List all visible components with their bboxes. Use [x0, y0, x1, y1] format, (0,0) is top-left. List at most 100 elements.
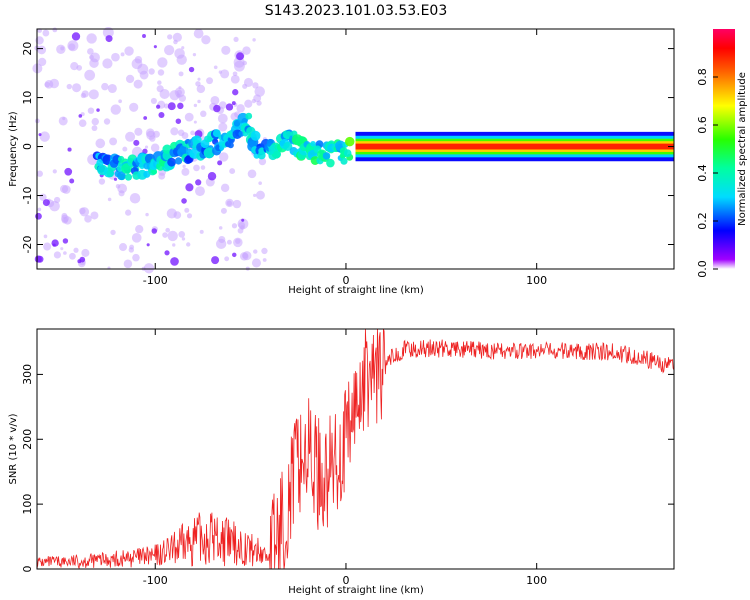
noise-blob	[232, 71, 238, 77]
noise-blob	[102, 27, 114, 38]
noise-blob	[200, 110, 207, 118]
ridge-blob	[257, 151, 266, 160]
noise-blob	[120, 52, 125, 57]
noise-blob	[188, 66, 195, 73]
ridge-blob	[273, 150, 281, 159]
noise-blob	[199, 229, 204, 234]
noise-blob	[164, 250, 170, 256]
noise-blob	[36, 255, 44, 263]
noise-blob	[36, 170, 43, 177]
ridge-blob	[96, 158, 104, 167]
noise-blob	[91, 117, 99, 126]
noise-blob	[193, 164, 200, 172]
colorbar-tick-label: 0.0	[696, 260, 709, 278]
noise-blob	[90, 211, 99, 220]
noise-blob	[206, 77, 214, 85]
noise-blob	[157, 57, 168, 68]
noise-blob	[129, 192, 141, 204]
noise-blob	[137, 63, 149, 75]
noise-blob	[181, 46, 185, 50]
x-tick-label: 100	[526, 274, 547, 287]
noise-blob	[172, 32, 182, 42]
noise-blob	[110, 104, 121, 115]
noise-blob	[118, 99, 122, 104]
ridge-blob	[326, 158, 335, 168]
y-tick-label: 300	[21, 364, 34, 385]
noise-blob	[231, 223, 238, 229]
noise-blob	[129, 102, 139, 112]
x-tick-label: -100	[143, 274, 168, 287]
noise-blob	[38, 133, 42, 137]
noise-blob	[125, 209, 132, 216]
noise-blob	[178, 86, 182, 90]
snr-panel: -100 0 100 0 100 200 300 Height of straight li…	[8, 328, 675, 596]
noise-blob	[185, 183, 194, 192]
noise-blob	[176, 93, 181, 98]
noise-blob	[221, 45, 231, 55]
noise-blob	[95, 138, 106, 149]
band-layer	[355, 143, 674, 150]
noise-blob	[242, 251, 252, 261]
noise-blob	[238, 221, 246, 229]
noise-blob	[200, 165, 206, 170]
noise-blob	[210, 95, 220, 105]
noise-blob	[145, 128, 155, 138]
spectrogram-heat	[32, 27, 674, 274]
noise-blob	[145, 212, 149, 217]
noise-blob	[56, 44, 66, 54]
noise-blob	[125, 131, 136, 142]
noise-blob	[195, 179, 202, 186]
colorbar-tick-label: 0.2	[696, 212, 709, 230]
noise-blob	[247, 169, 257, 179]
noise-blob	[60, 184, 69, 194]
noise-blob	[79, 256, 86, 263]
noise-blob	[143, 116, 148, 120]
noise-blob	[157, 80, 162, 85]
noise-blob	[43, 234, 48, 239]
noise-blob	[109, 137, 118, 146]
noise-blob	[135, 224, 144, 234]
noise-blob	[61, 212, 68, 219]
noise-blob	[73, 247, 79, 253]
noise-blob	[78, 114, 83, 118]
noise-blob	[134, 55, 143, 64]
noise-blob	[225, 198, 234, 208]
noise-blob	[134, 127, 143, 136]
ridge-blob	[124, 173, 133, 181]
noise-blob	[150, 97, 157, 104]
noise-blob	[177, 102, 184, 110]
noise-blob	[118, 190, 125, 197]
noise-blob	[69, 178, 75, 184]
noise-blob	[218, 70, 223, 74]
ridge-blob	[227, 142, 234, 149]
noise-blob	[252, 82, 259, 89]
ridge-blob	[340, 157, 348, 165]
colorbar-ticks: 0.0 0.2 0.4 0.6 0.8	[696, 68, 718, 278]
noise-blob	[182, 164, 186, 169]
noise-blob	[226, 239, 232, 245]
noise-blob	[196, 84, 206, 94]
colorbar-tick-label: 0.4	[696, 164, 709, 182]
noise-blob	[156, 104, 161, 109]
colorbar-gradient	[713, 29, 735, 269]
noise-blob	[86, 33, 97, 44]
noise-blob	[42, 199, 50, 207]
noise-blob	[254, 86, 265, 97]
y-tick-label: 0	[21, 143, 34, 150]
noise-blob	[53, 251, 61, 259]
noise-blob	[52, 169, 57, 174]
noise-blob	[220, 207, 227, 214]
noise-blob	[158, 112, 165, 119]
noise-blob	[213, 65, 218, 70]
noise-blob	[173, 211, 182, 219]
noise-blob	[124, 46, 134, 56]
noise-blob	[193, 120, 197, 124]
noise-blob	[193, 103, 198, 108]
noise-blob	[80, 92, 87, 99]
noise-blob	[52, 27, 58, 33]
x-tick-label: -100	[143, 574, 168, 587]
noise-blob	[195, 186, 205, 197]
noise-blob	[71, 32, 81, 41]
noise-blob	[91, 125, 98, 132]
noise-blob	[151, 228, 158, 234]
